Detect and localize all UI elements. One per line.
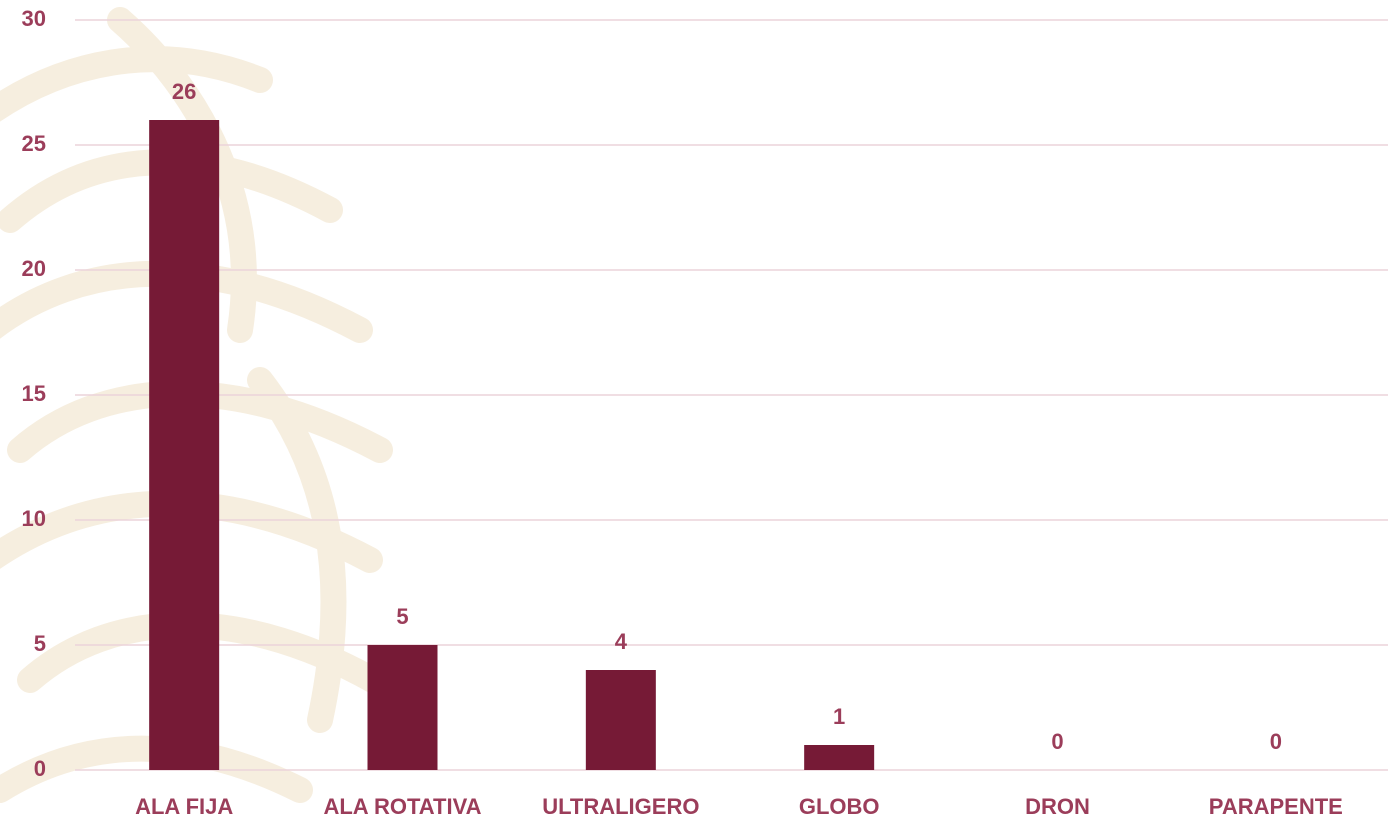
y-tick-label: 10 <box>22 506 46 531</box>
x-tick-label: ALA ROTATIVA <box>323 794 481 819</box>
bar <box>804 745 875 770</box>
y-tick-label: 25 <box>22 131 46 156</box>
data-label: 4 <box>615 629 628 654</box>
x-tick-label: ULTRALIGERO <box>542 794 699 819</box>
y-tick-label: 20 <box>22 256 46 281</box>
x-tick-label: PARAPENTE <box>1209 794 1343 819</box>
bar <box>149 120 220 770</box>
data-label: 5 <box>396 604 408 629</box>
data-label: 0 <box>1270 729 1282 754</box>
y-tick-label: 15 <box>22 381 46 406</box>
data-label: 0 <box>1051 729 1063 754</box>
y-tick-label: 0 <box>34 756 46 781</box>
y-tick-label: 5 <box>34 631 46 656</box>
data-label: 26 <box>172 79 196 104</box>
x-tick-label: DRON <box>1025 794 1090 819</box>
x-tick-label: GLOBO <box>799 794 880 819</box>
y-tick-label: 30 <box>22 6 46 31</box>
bar <box>367 645 438 770</box>
data-label: 1 <box>833 704 845 729</box>
bar <box>585 670 656 770</box>
x-tick-label: ALA FIJA <box>135 794 233 819</box>
